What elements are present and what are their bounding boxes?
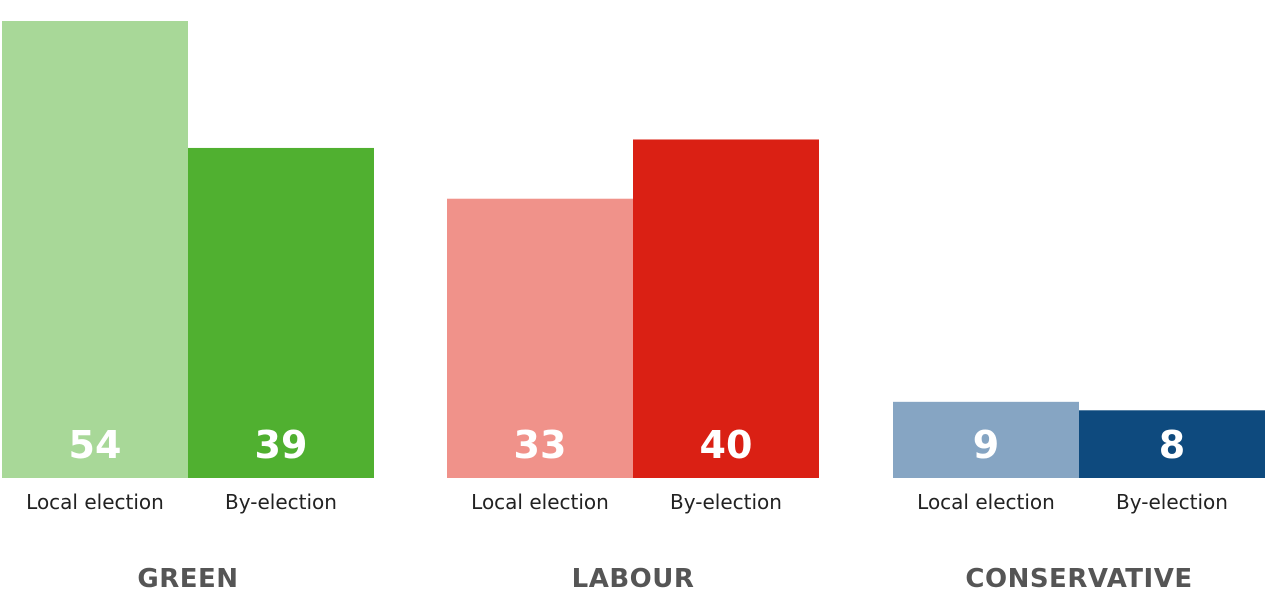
value-label-labour-by-election: 40	[700, 423, 753, 467]
value-label-conservative-local-election: 9	[973, 423, 999, 467]
value-label-conservative-by-election: 8	[1159, 423, 1185, 467]
bar-labour-local-election	[447, 198, 633, 478]
group-label-conservative: CONSERVATIVE	[965, 564, 1192, 594]
value-label-green-local-election: 54	[69, 423, 122, 467]
category-label-labour-by-election: By-election	[670, 490, 782, 514]
group-label-green: GREEN	[137, 564, 238, 594]
value-label-green-by-election: 39	[255, 423, 308, 467]
group-label-labour: LABOUR	[572, 564, 695, 594]
bar-group-conservative: 9 Local election 8 By-election CONSERVATIVE	[893, 401, 1265, 594]
bar-green-local-election	[2, 21, 188, 478]
category-label-conservative-local-election: Local election	[917, 490, 1055, 514]
category-label-green-local-election: Local election	[26, 490, 164, 514]
bar-conservative-by-election	[1079, 410, 1265, 478]
category-label-green-by-election: By-election	[225, 490, 337, 514]
bar-group-green: 54 Local election 39 By-election GREEN	[2, 21, 374, 594]
value-label-labour-local-election: 33	[514, 423, 567, 467]
bar-labour-by-election	[633, 139, 819, 478]
bar-conservative-local-election	[893, 401, 1079, 478]
bar-group-labour: 33 Local election 40 By-election LABOUR	[447, 139, 819, 594]
bar-green-by-election	[188, 147, 374, 478]
category-label-labour-local-election: Local election	[471, 490, 609, 514]
category-label-conservative-by-election: By-election	[1116, 490, 1228, 514]
